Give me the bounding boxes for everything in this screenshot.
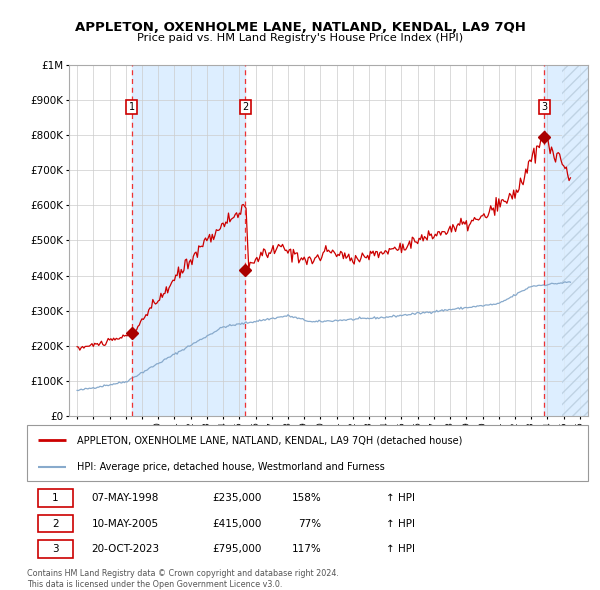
Text: 2: 2 xyxy=(52,519,59,529)
Text: 158%: 158% xyxy=(292,493,322,503)
Bar xyxy=(544,65,588,416)
Text: 77%: 77% xyxy=(298,519,322,529)
Text: 1: 1 xyxy=(52,493,59,503)
Text: 117%: 117% xyxy=(292,544,322,554)
Text: 07-MAY-1998: 07-MAY-1998 xyxy=(92,493,159,503)
Text: £795,000: £795,000 xyxy=(212,544,262,554)
Bar xyxy=(132,65,245,416)
Text: ↑ HPI: ↑ HPI xyxy=(386,544,415,554)
Text: APPLETON, OXENHOLME LANE, NATLAND, KENDAL, LA9 7QH: APPLETON, OXENHOLME LANE, NATLAND, KENDA… xyxy=(74,21,526,34)
Text: HPI: Average price, detached house, Westmorland and Furness: HPI: Average price, detached house, West… xyxy=(77,462,385,472)
FancyBboxPatch shape xyxy=(38,489,73,507)
Bar xyxy=(562,65,588,416)
Text: Contains HM Land Registry data © Crown copyright and database right 2024.
This d: Contains HM Land Registry data © Crown c… xyxy=(27,569,339,589)
Text: 20-OCT-2023: 20-OCT-2023 xyxy=(92,544,160,554)
Text: 10-MAY-2005: 10-MAY-2005 xyxy=(92,519,158,529)
FancyBboxPatch shape xyxy=(38,540,73,558)
FancyBboxPatch shape xyxy=(27,425,588,481)
Text: 3: 3 xyxy=(52,544,59,554)
Text: ↑ HPI: ↑ HPI xyxy=(386,493,415,503)
Text: 2: 2 xyxy=(242,102,248,112)
FancyBboxPatch shape xyxy=(38,515,73,532)
Text: ↑ HPI: ↑ HPI xyxy=(386,519,415,529)
Text: 1: 1 xyxy=(129,102,135,112)
Text: APPLETON, OXENHOLME LANE, NATLAND, KENDAL, LA9 7QH (detached house): APPLETON, OXENHOLME LANE, NATLAND, KENDA… xyxy=(77,435,463,445)
Text: Price paid vs. HM Land Registry's House Price Index (HPI): Price paid vs. HM Land Registry's House … xyxy=(137,33,463,43)
Text: £415,000: £415,000 xyxy=(212,519,262,529)
Text: 3: 3 xyxy=(541,102,547,112)
Text: £235,000: £235,000 xyxy=(212,493,262,503)
